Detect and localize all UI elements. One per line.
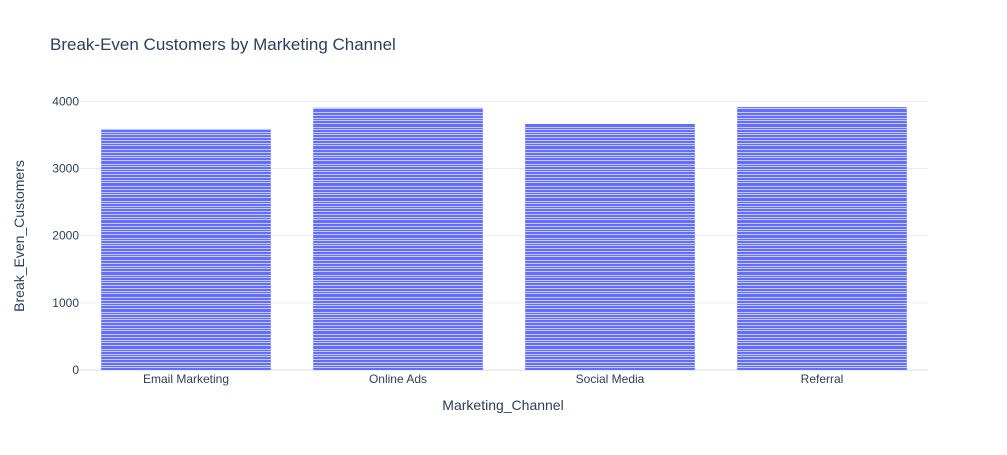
- y-axis-title: Break_Even_Customers: [11, 160, 27, 312]
- y-tick-label: 1000: [52, 296, 79, 310]
- x-tick-label: Email Marketing: [143, 372, 229, 386]
- x-tick-label: Social Media: [576, 372, 645, 386]
- y-tick-labels: 0 1000 2000 3000 4000: [52, 94, 79, 377]
- bars: [101, 107, 907, 370]
- x-tick-label: Referral: [801, 372, 844, 386]
- y-tick-label: 3000: [52, 162, 79, 176]
- chart-title: Break-Even Customers by Marketing Channe…: [50, 35, 396, 54]
- bar-email-marketing[interactable]: [101, 128, 271, 370]
- x-tick-labels: Email Marketing Online Ads Social Media Ref…: [143, 372, 843, 386]
- x-tick-label: Online Ads: [369, 372, 427, 386]
- bar-social-media[interactable]: [525, 123, 695, 370]
- y-tick-label: 4000: [52, 94, 79, 108]
- x-axis-title: Marketing_Channel: [442, 397, 563, 413]
- y-tick-label: 2000: [52, 229, 79, 243]
- bar-referral[interactable]: [737, 107, 907, 370]
- bar-online-ads[interactable]: [313, 107, 483, 370]
- y-tick-label: 0: [72, 363, 79, 377]
